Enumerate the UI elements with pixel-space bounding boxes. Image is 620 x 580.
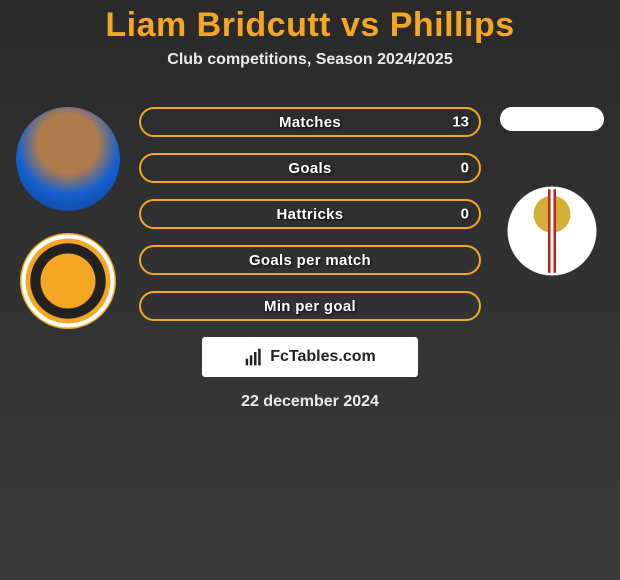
player-b-name: Phillips (390, 6, 515, 44)
player-a-avatar (16, 107, 120, 211)
player-a-club-badge (20, 233, 116, 329)
stat-label: Min per goal (264, 298, 356, 315)
stat-row-goals: Goals 0 (139, 153, 481, 183)
subtitle: Club competitions, Season 2024/2025 (0, 51, 620, 69)
stat-label: Matches (279, 114, 341, 131)
stat-label: Goals (288, 160, 331, 177)
stat-row-hattricks: Hattricks 0 (139, 199, 481, 229)
stat-right-value: 0 (461, 160, 469, 177)
player-a-name: Liam Bridcutt (105, 6, 331, 44)
chart-bars-icon (244, 347, 264, 367)
stat-row-matches: Matches 13 (139, 107, 481, 137)
stat-right-value: 13 (452, 114, 469, 131)
stat-right-value: 0 (461, 206, 469, 223)
vs-word: vs (341, 6, 380, 44)
brand-logo: FcTables.com (202, 337, 418, 377)
player-b-avatar (500, 107, 604, 131)
player-b-club-badge (504, 183, 600, 279)
stat-row-min-per-goal: Min per goal (139, 291, 481, 321)
stat-label: Hattricks (277, 206, 344, 223)
stats-table: Matches 13 Goals 0 Hattricks 0 Goals per… (139, 107, 481, 411)
footer-date: 22 december 2024 (139, 393, 481, 411)
page-title: Liam Bridcutt vs Phillips (0, 0, 620, 45)
brand-text: FcTables.com (270, 348, 376, 366)
stat-row-goals-per-match: Goals per match (139, 245, 481, 275)
stat-label: Goals per match (249, 252, 371, 269)
